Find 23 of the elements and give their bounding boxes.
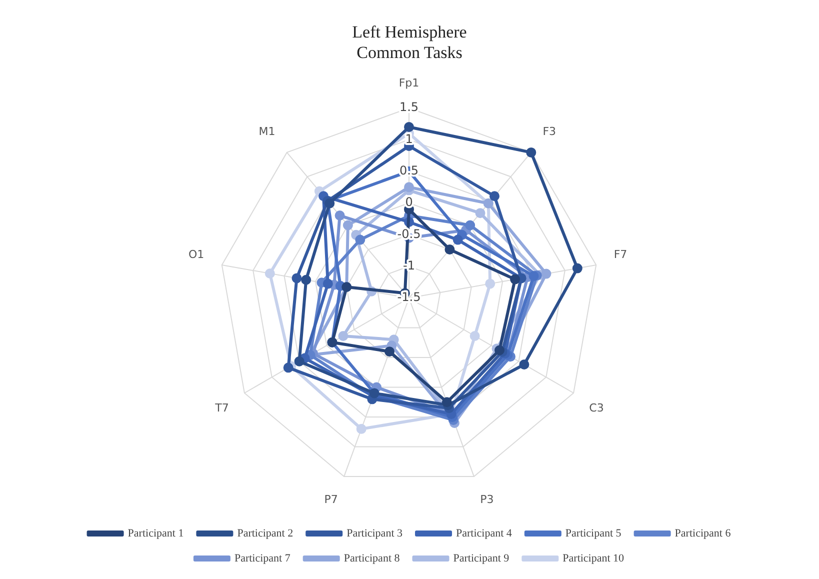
legend-label: Participant 9 [453,552,510,564]
legend-label: Participant 7 [234,552,291,564]
legend-label: Participant 2 [237,527,294,540]
spoke-label: P7 [324,492,338,506]
spoke-label: O1 [188,248,204,262]
legend-label: Participant 4 [456,527,512,540]
spoke-label: T7 [214,401,229,414]
y-tick-label: -0.5 [397,226,421,241]
spoke-label: F3 [542,124,556,138]
legend-label: Participant 5 [565,527,622,540]
spoke-label: M1 [258,124,276,138]
legend-label: Participant 6 [674,527,732,540]
y-tick-label: -1.5 [397,290,421,304]
legend-label: Participant 8 [344,552,400,564]
spoke-label: Fp1 [398,76,420,90]
spoke-label: F7 [614,248,628,262]
legend-label: Participant 1 [128,527,184,540]
y-tick-label: 1.5 [399,100,419,114]
spoke-label: C3 [589,401,604,414]
spoke-label: P3 [480,492,494,506]
chart-title: Left Hemisphere Common Tasks [352,22,467,62]
legend-label: Participant 10 [562,552,625,564]
legend-label: Participant 3 [346,527,403,540]
